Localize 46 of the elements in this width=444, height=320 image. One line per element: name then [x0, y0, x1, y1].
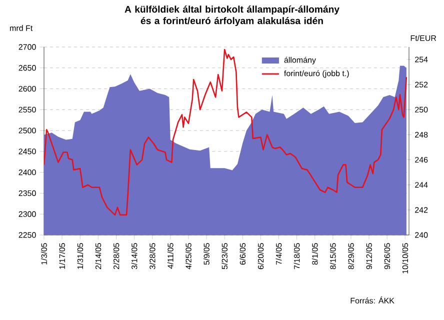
x-tick-label: 3/14/05 [131, 243, 138, 270]
x-tick-label: 4/11/05 [167, 243, 174, 269]
line-series [44, 48, 408, 216]
x-tick-label: 9/26/05 [384, 243, 390, 270]
y-tick-label: 2450 [18, 148, 36, 154]
y2-tick-label: 248 [415, 132, 428, 138]
x-tick-label: 2/28/05 [113, 243, 120, 270]
y-tick-label: 2350 [18, 190, 36, 196]
x-tick-label: 10/10/05 [402, 243, 408, 274]
y-tick-label: 2650 [18, 65, 36, 71]
y-tick-label: 2700 [18, 44, 36, 50]
x-tick-label: 8/29/05 [348, 243, 354, 270]
y2-axis-title: Ft/EUR [410, 35, 436, 41]
x-tick-label: 8/15/05 [330, 243, 336, 270]
y-tick-label: 2500 [18, 128, 36, 134]
x-tick-label: 1/3/05 [41, 243, 47, 264]
y2-tick-label: 244 [415, 182, 428, 188]
legend-label: állomány [284, 56, 316, 64]
x-tick-label: 5/9/05 [204, 243, 210, 265]
x-tick-label: 1/17/05 [59, 243, 65, 269]
y2-tick-label: 254 [415, 56, 428, 62]
x-tick-label: 1/31/05 [77, 243, 84, 269]
y-axis-title: mrd Ft [10, 25, 33, 31]
y-tick-label: 2250 [18, 232, 36, 238]
x-tick-label: 6/20/05 [258, 243, 264, 270]
y-tick-label: 2400 [18, 169, 36, 176]
x-tick-label: 8/1/05 [312, 243, 318, 265]
x-tick-label: 7/18/05 [294, 243, 300, 270]
chart-title: A külföldiek által birtokolt állampapír-állomány és a forint/euró árfolyam alakulása idén [124, 6, 340, 26]
x-tick-label: 3/28/05 [149, 243, 156, 270]
y2-tick-label: 246 [415, 156, 428, 163]
y-tick-label: 2300 [18, 211, 36, 217]
x-tick-label: 5/23/05 [222, 243, 228, 270]
y-tick-label: 2600 [18, 86, 36, 92]
x-tick-label: 6/6/05 [240, 243, 246, 265]
y-tick-label: 2550 [18, 106, 36, 112]
y2-tick-label: 240 [415, 232, 428, 238]
text: Forrás: ÁKK [350, 296, 394, 304]
legend-label: forint/euró (jobb t.) [284, 70, 349, 78]
x-tick-label: 4/25/05 [186, 243, 192, 270]
x-tick-label: 7/4/05 [276, 243, 282, 265]
y2-tick-label: 250 [415, 106, 428, 112]
y2-tick-label: 252 [415, 82, 428, 88]
x-tick-label: 2/14/05 [95, 243, 102, 270]
x-tick-label: 9/12/05 [366, 243, 372, 270]
y2-tick-label: 242 [415, 207, 428, 213]
